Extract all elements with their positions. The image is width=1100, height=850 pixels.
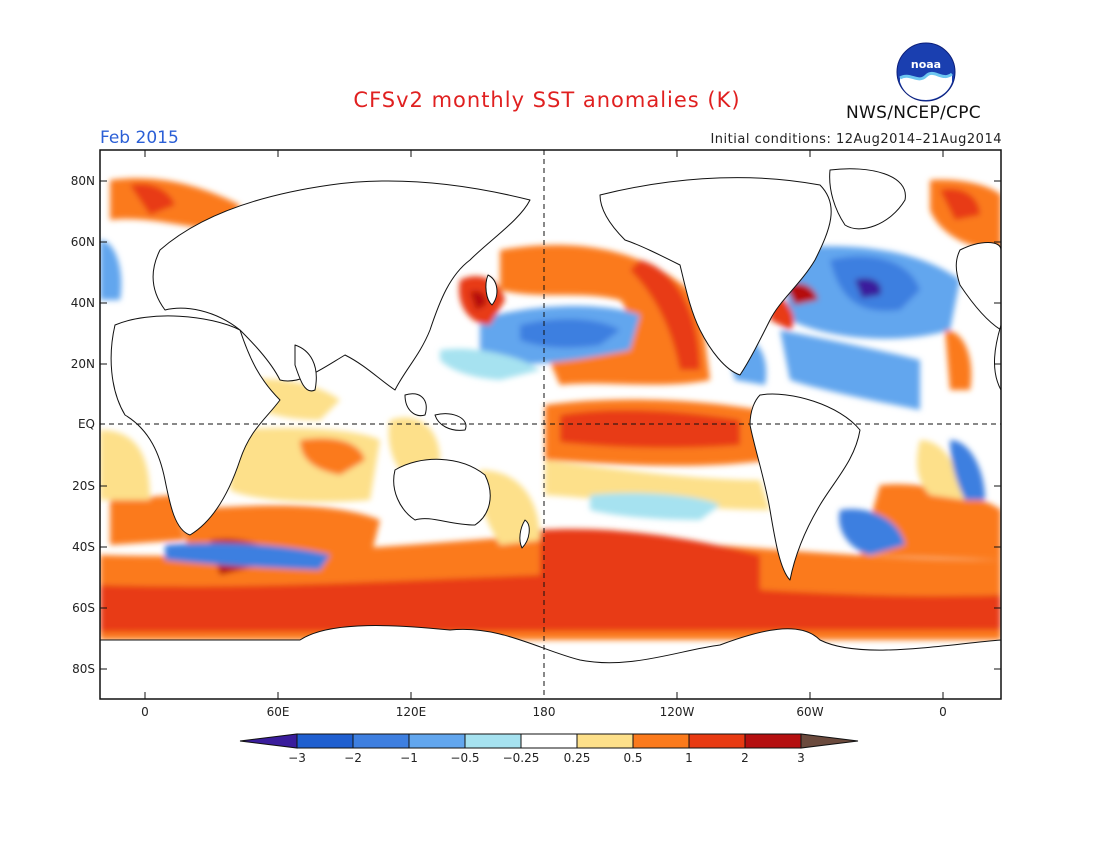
coastlines [110,168,1001,581]
colorbar-bin [744,733,802,749]
colorbar-label: −0.5 [450,751,480,765]
map-title: CFSv2 monthly SST anomalies (K) [353,88,741,112]
lat-label: 40N [70,296,95,310]
lat-label: 60N [70,235,95,249]
lon-label: 120W [659,705,695,719]
agency-label: NWS/NCEP/CPC [846,103,981,123]
lat-label: 80S [72,662,95,676]
colorbar-label: 1 [685,751,693,765]
noaa-logo: noaa [896,42,956,102]
colorbar-bin [408,733,466,749]
lat-label: 80N [70,174,95,188]
colorbar-bin [576,733,634,749]
lon-label: 0 [939,705,947,719]
colorbar-bin [352,733,410,749]
colorbar-label: 0.25 [563,751,591,765]
colorbar-arrow-high [800,733,859,749]
lat-label: 60S [72,601,95,615]
colorbar-label: −2 [344,751,362,765]
lon-label: 180 [532,705,556,719]
colorbar-bin [632,733,690,749]
lon-label: 60W [796,705,824,719]
lat-label: 40S [72,540,95,554]
lat-ticks [100,180,1001,670]
colorbar-bin [520,733,578,749]
colorbar-bin [464,733,522,749]
colorbar-label: 2 [741,751,749,765]
colorbar-label: −1 [400,751,418,765]
colorbar-label: −3 [288,751,306,765]
initial-conditions: Initial conditions: 12Aug2014–21Aug2014 [710,132,1002,147]
logo-text: noaa [911,58,941,71]
colorbar-label: 3 [797,751,805,765]
colorbar-label: 0.5 [623,751,643,765]
lon-ticks [144,150,944,699]
colorbar-arrow-low [239,733,298,749]
lat-label: EQ [77,417,95,431]
lon-label: 120E [395,705,427,719]
lat-label: 20S [72,479,95,493]
colorbar [239,733,859,749]
lon-label: 60E [266,705,290,719]
lat-label: 20N [70,357,95,371]
forecast-month: Feb 2015 [100,128,179,148]
lon-label: 0 [141,705,149,719]
colorbar-bin [296,733,354,749]
colorbar-label: −0.25 [502,751,540,765]
colorbar-bin [688,733,746,749]
